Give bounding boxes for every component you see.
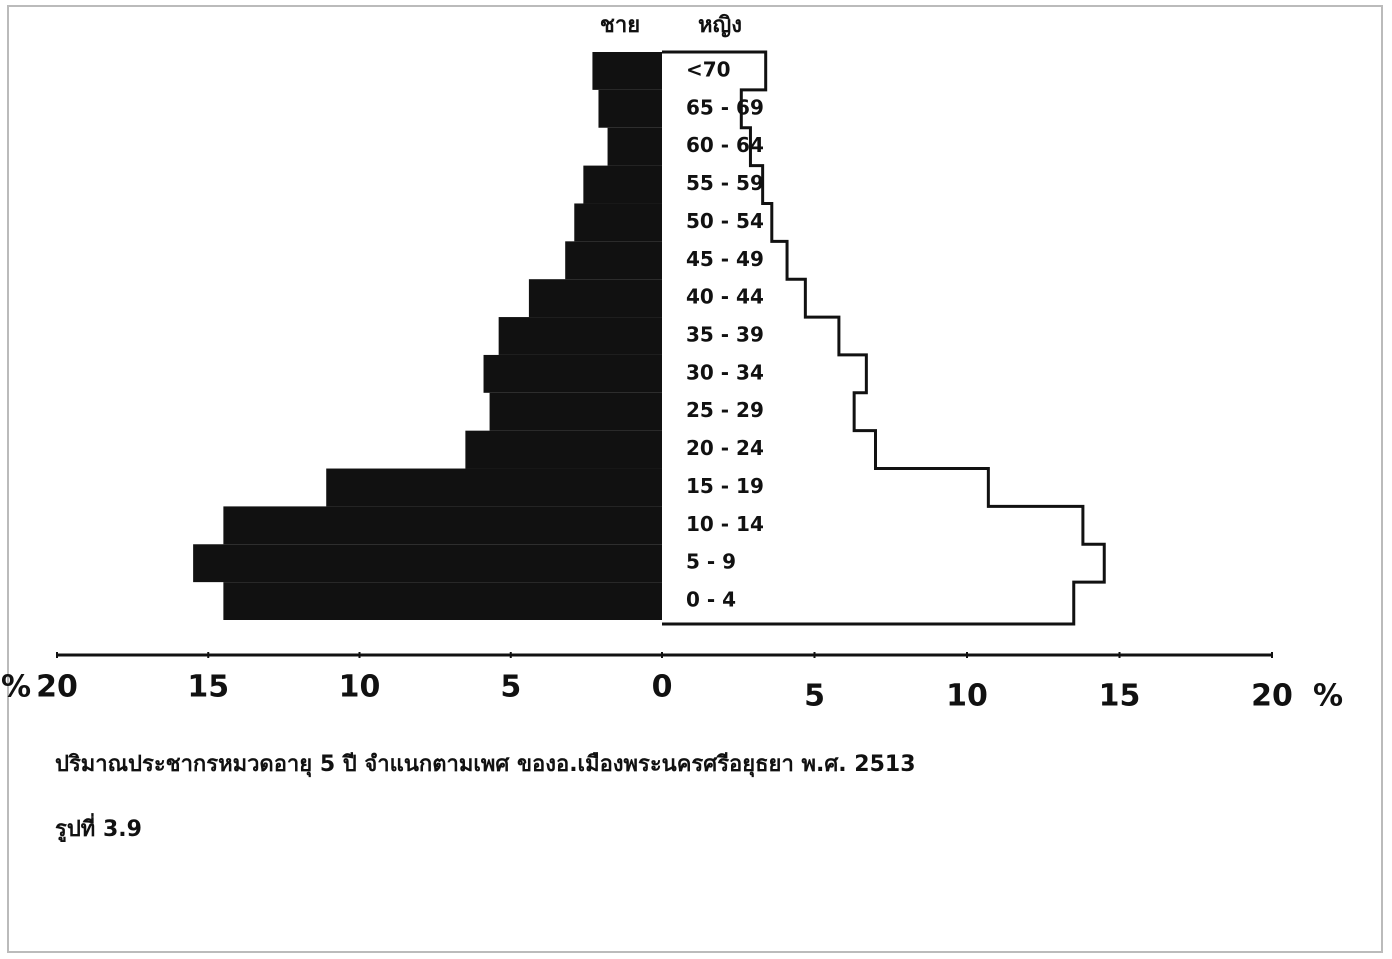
female-bar [662,89,742,128]
male-header: ชาย [600,13,640,38]
x-tick-label: 15 [1099,679,1141,714]
female-header: หญิง [698,13,742,38]
female-bar [662,241,788,280]
age-label: 60 - 64 [686,133,764,157]
x-tick-label: 0 [652,670,673,705]
female-bar [662,203,772,242]
female-bar [662,468,989,507]
age-label: 45 - 49 [686,247,764,271]
female-bar [662,506,1083,545]
female-bar [662,127,751,166]
age-label: 35 - 39 [686,323,764,347]
male-bar [607,127,662,166]
x-unit-right: % [1313,679,1343,714]
female-bar [662,544,1105,583]
male-bar [489,392,662,431]
female-bar [662,430,876,469]
male-bar [498,317,662,355]
female-bar [662,279,806,318]
age-label: 40 - 44 [686,285,764,309]
figure-label: รูปที่ 3.9 [55,812,142,843]
female-outline [662,50,1106,626]
female-bar [662,165,763,204]
age-label: 0 - 4 [686,588,736,612]
male-bar [574,203,662,242]
age-label: 65 - 69 [686,95,764,119]
male-bar [483,354,662,393]
x-tick-label: 20 [1251,679,1293,714]
female-bar [662,392,855,431]
age-label: 25 - 29 [686,398,764,422]
age-label: 5 - 9 [686,550,736,574]
male-bar [223,582,662,620]
male-bar [193,544,662,583]
x-tick-label: 5 [500,670,521,705]
female-bar [662,52,766,90]
female-bar [662,317,839,355]
age-label: 50 - 54 [686,209,764,233]
male-bar [465,430,662,469]
x-tick-label: 5 [804,679,825,714]
male-bar [598,89,662,128]
female-bar [662,582,1074,620]
age-label: 20 - 24 [686,436,764,460]
caption: ปริมาณประชากรหมวดอายุ 5 ปี จำแนกตามเพศ ข… [55,752,916,778]
male-bar [583,165,662,204]
male-bar [592,52,662,90]
age-label: 10 - 14 [686,512,764,536]
female-bar [662,354,867,393]
age-label: 30 - 34 [686,360,764,384]
x-unit-left: % [1,670,31,705]
x-tick-label: 15 [187,670,229,705]
male-bar [528,279,662,318]
male-bar [565,241,662,280]
page-frame [7,5,1383,953]
male-bar [326,468,662,507]
age-label: <70 [686,57,731,81]
age-label: 15 - 19 [686,474,764,498]
male-bar [223,506,662,545]
age-label: 55 - 59 [686,171,764,195]
x-tick-label: 10 [946,679,988,714]
x-tick-label: 10 [339,670,381,705]
x-tick-label: 20 [36,670,78,705]
